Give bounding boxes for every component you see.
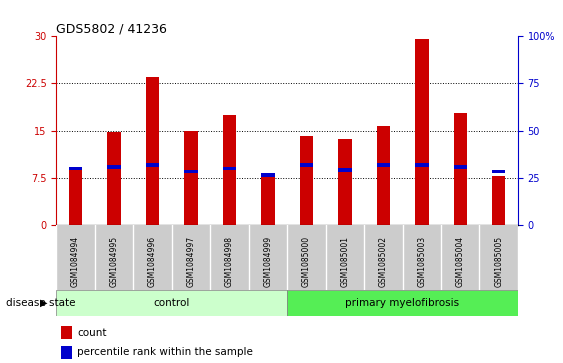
Bar [454, 113, 467, 225]
Bar [377, 163, 390, 167]
Text: percentile rank within the sample: percentile rank within the sample [77, 347, 253, 357]
Bar [261, 173, 275, 177]
Text: GSM1085002: GSM1085002 [379, 236, 388, 287]
Bar [287, 290, 518, 316]
Bar [69, 168, 82, 225]
Text: control: control [154, 298, 190, 308]
Bar [56, 290, 287, 316]
Bar [61, 346, 73, 359]
Bar [415, 40, 428, 225]
Bar [338, 139, 351, 225]
Bar [223, 167, 236, 170]
Bar [184, 170, 198, 174]
Bar [108, 165, 120, 169]
Text: GSM1085000: GSM1085000 [302, 236, 311, 287]
Bar [338, 168, 351, 172]
Bar [108, 132, 120, 225]
Text: GSM1084997: GSM1084997 [186, 236, 195, 287]
Text: GSM1084996: GSM1084996 [148, 236, 157, 287]
Bar [300, 136, 313, 225]
Text: GSM1084999: GSM1084999 [263, 236, 272, 287]
Bar [261, 176, 275, 225]
Bar [492, 176, 506, 225]
Text: GSM1085003: GSM1085003 [417, 236, 426, 287]
Bar [184, 131, 198, 225]
Bar [223, 115, 236, 225]
Text: ▶: ▶ [41, 298, 48, 308]
Bar [454, 165, 467, 169]
Text: GSM1084998: GSM1084998 [225, 236, 234, 287]
Bar [69, 167, 82, 170]
Text: primary myelofibrosis: primary myelofibrosis [346, 298, 459, 308]
Bar [415, 163, 428, 167]
Bar [146, 163, 159, 167]
Bar [300, 163, 313, 167]
Text: GSM1084995: GSM1084995 [110, 236, 118, 287]
Text: GSM1084994: GSM1084994 [71, 236, 80, 287]
Bar [492, 170, 506, 174]
Text: disease state: disease state [6, 298, 75, 308]
Text: count: count [77, 327, 106, 338]
Bar [61, 326, 73, 339]
Bar [146, 77, 159, 225]
Bar [377, 126, 390, 225]
Text: GSM1085005: GSM1085005 [494, 236, 503, 287]
Text: GSM1085004: GSM1085004 [456, 236, 464, 287]
Text: GDS5802 / 41236: GDS5802 / 41236 [56, 22, 167, 35]
Text: GSM1085001: GSM1085001 [341, 236, 349, 287]
